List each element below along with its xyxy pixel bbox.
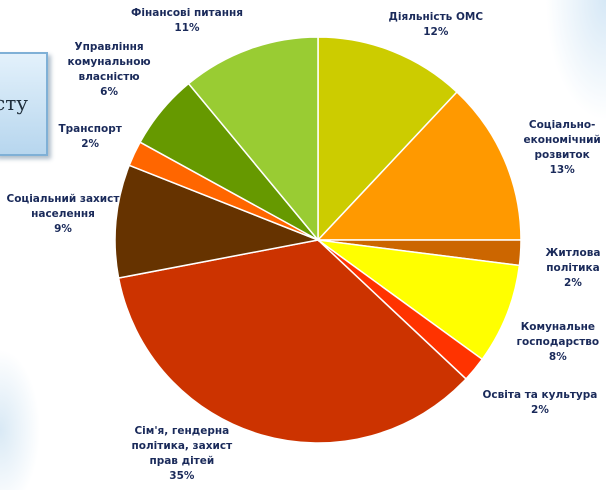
pie-slice <box>316 90 522 241</box>
slice-label-name: Комунальне <box>520 321 595 333</box>
slice-label-name: Соціальний захист <box>6 193 120 205</box>
slice-label-percent: 13% <box>549 164 575 176</box>
slice-label: Управління комунальною власністю 6% <box>68 40 151 100</box>
slice-label-percent: 8% <box>548 351 567 363</box>
slice-label-name: Соціально- <box>528 119 596 131</box>
slice-label-percent: 2% <box>564 277 582 289</box>
slice-label: Соціально-економічний розвиток 13% <box>524 118 601 178</box>
slice-label-name: економічний <box>523 134 601 146</box>
slice-label-name: населення <box>31 208 95 220</box>
slice-label-name: комунальною <box>67 56 151 68</box>
slice-label-name: політика <box>546 262 600 274</box>
slice-label: Діяльність ОМС 12% <box>389 10 484 40</box>
pie-slice <box>317 239 521 361</box>
slice-label-name: політика, захист <box>131 440 233 452</box>
slice-label: Освіта та культура 2% <box>483 388 598 418</box>
slice-label-name: Житлова <box>545 247 601 259</box>
pie-slice <box>187 36 319 243</box>
slice-label-percent: 12% <box>423 26 449 38</box>
slice-label-name: власністю <box>78 71 140 83</box>
slice-label-name: Управління <box>74 41 144 53</box>
slice-label-name: Сім'я, гендерна <box>134 425 230 437</box>
slice-label-percent: 11% <box>174 22 200 34</box>
pie-slice <box>117 239 468 444</box>
slice-label-name: Освіта та культура <box>482 389 598 401</box>
pie-slice <box>114 164 321 279</box>
slice-label: Житлова політика 2% <box>546 246 601 291</box>
slice-label: Комунальне господарство 8% <box>517 320 600 365</box>
slice-label: Транспорт 2% <box>59 122 122 152</box>
slice-label-percent: 35% <box>169 470 195 482</box>
slice-label: Соціальний захист населення 9% <box>7 192 120 237</box>
slice-label-name: Діяльність ОМС <box>388 11 484 23</box>
slice-label-name: прав дітей <box>149 455 215 467</box>
slice-label-percent: 2% <box>531 404 549 416</box>
slice-label-name: розвиток <box>534 149 590 161</box>
slice-label-percent: 6% <box>100 86 118 98</box>
slice-label-name: господарство <box>516 336 600 348</box>
slice-label: Сім'я, гендерна політика, захист прав діте… <box>132 424 233 484</box>
slice-label-name: Транспорт <box>58 123 122 135</box>
pie-slice <box>317 36 459 242</box>
slice-label-name: Фінансові питання <box>131 7 243 19</box>
slide-title-box: сту <box>0 52 48 156</box>
slice-label-percent: 2% <box>81 138 100 150</box>
slice-label-percent: 9% <box>54 223 72 235</box>
slice-label: Фінансові питання 11% <box>131 6 243 36</box>
slide-title-fragment: сту <box>0 91 29 115</box>
